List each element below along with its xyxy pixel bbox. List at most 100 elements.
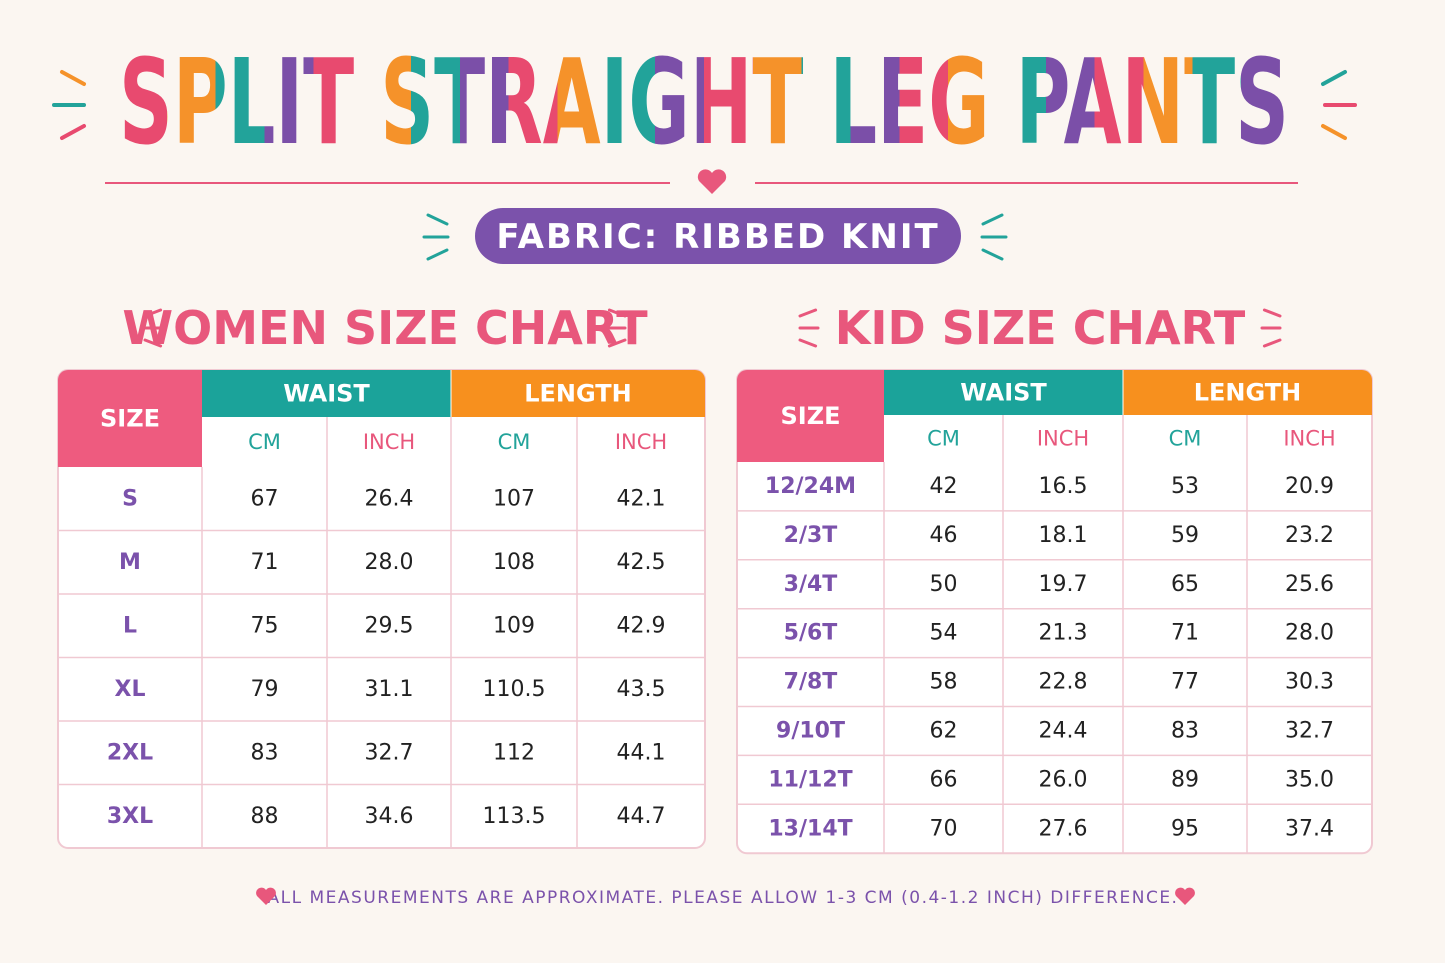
group-header: LENGTH (1194, 379, 1302, 407)
unit-header: CM (1169, 427, 1202, 451)
cell-value: 43.5 (617, 677, 666, 702)
cell-value: 32.7 (1285, 718, 1334, 743)
title-decor (143, 308, 163, 318)
cell-value: 108 (493, 550, 535, 575)
cell-value: 71 (251, 550, 279, 575)
cell-value: 42.9 (617, 613, 666, 638)
title-decor (1262, 338, 1282, 348)
cell-value: 75 (251, 613, 279, 638)
cell-value: 44.7 (617, 804, 666, 829)
cell-value: 50 (930, 572, 958, 597)
unit-header: INCH (615, 430, 667, 454)
cell-value: 113.5 (483, 804, 546, 829)
unit-header: INCH (363, 430, 415, 454)
heart (697, 169, 727, 194)
cell-value: 67 (251, 486, 279, 511)
cell-value: 32.7 (365, 740, 414, 765)
heart (256, 887, 276, 905)
cell-value: 26.4 (365, 486, 414, 511)
cell-value: 28.0 (365, 550, 414, 575)
cell-value: 65 (1171, 572, 1199, 597)
cell-value: 42.1 (617, 486, 666, 511)
cell-value: 42 (930, 474, 958, 499)
cell-value: 21.3 (1039, 621, 1088, 646)
size-label: 7/8T (784, 670, 838, 695)
title-decor (143, 338, 163, 348)
cell-value: 79 (251, 677, 279, 702)
cell-value: 46 (930, 523, 958, 548)
cell-value: 58 (930, 670, 958, 695)
cell-value: 27.6 (1039, 816, 1088, 841)
size-label: 13/14T (768, 816, 852, 841)
size-label: 3XL (107, 804, 153, 829)
cell-value: 109 (493, 613, 535, 638)
unit-header: INCH (1037, 427, 1089, 451)
cell-value: 24.4 (1039, 718, 1088, 743)
cell-value: 35.0 (1285, 767, 1334, 792)
size-label: 3/4T (784, 572, 838, 597)
unit-header: INCH (1283, 427, 1335, 451)
cell-value: 16.5 (1039, 474, 1088, 499)
unit-header: CM (498, 430, 531, 454)
unit-header: CM (248, 430, 281, 454)
pill-decor (422, 213, 1008, 261)
cell-value: 53 (1171, 474, 1199, 499)
cell-value: 95 (1171, 816, 1199, 841)
size-header-cell (58, 370, 202, 467)
length-header-cell (451, 370, 705, 417)
cell-value: 70 (930, 816, 958, 841)
cell-value: 71 (1171, 621, 1199, 646)
group-header: LENGTH (524, 380, 632, 408)
size-label: L (123, 613, 137, 638)
size-label: 2XL (107, 740, 153, 765)
title-decor (1262, 308, 1282, 318)
size-label: 12/24M (765, 474, 856, 499)
unit-header: CM (927, 427, 960, 451)
section-title: WOMEN SIZE CHART (122, 301, 648, 355)
size-label: M (119, 550, 141, 575)
size-label: S (122, 486, 138, 511)
size-header: SIZE (100, 405, 160, 433)
title-decor (798, 308, 818, 318)
cell-value: 66 (930, 767, 958, 792)
title-decor (607, 308, 627, 318)
cell-value: 88 (251, 804, 279, 829)
title-decor (52, 70, 1357, 140)
cell-value: 89 (1171, 767, 1199, 792)
size-label: 9/10T (776, 718, 845, 743)
cell-value: 112 (493, 740, 535, 765)
cell-value: 44.1 (617, 740, 666, 765)
waist-header-cell (202, 370, 451, 417)
size-header: SIZE (780, 402, 840, 430)
size-header-cell (737, 370, 884, 462)
size-label: 5/6T (784, 621, 838, 646)
cell-value: 31.1 (365, 677, 414, 702)
cell-value: 83 (251, 740, 279, 765)
footer-note: ALL MEASUREMENTS ARE APPROXIMATE. PLEASE… (268, 888, 1179, 908)
cell-value: 77 (1171, 670, 1199, 695)
cell-value: 23.2 (1285, 523, 1334, 548)
cell-value: 29.5 (365, 613, 414, 638)
title-decor (607, 338, 627, 348)
cell-value: 110.5 (483, 677, 546, 702)
cell-value: 22.8 (1039, 670, 1088, 695)
cell-value: 25.6 (1285, 572, 1334, 597)
section-title: KID SIZE CHART (835, 301, 1246, 355)
heart (1175, 887, 1195, 905)
fabric-pill (475, 208, 961, 264)
group-header: WAIST (283, 380, 370, 408)
cell-value: 59 (1171, 523, 1199, 548)
cell-value: 20.9 (1285, 474, 1334, 499)
title: SPLIT STRAIGHT LEG PANTS (119, 33, 1289, 171)
cell-value: 26.0 (1039, 767, 1088, 792)
size-label: XL (115, 677, 146, 702)
cell-value: 37.4 (1285, 816, 1334, 841)
waist-header-cell (884, 370, 1123, 415)
cell-value: 18.1 (1039, 523, 1088, 548)
length-header-cell (1123, 370, 1372, 415)
cell-value: 30.3 (1285, 670, 1334, 695)
cell-value: 54 (930, 621, 958, 646)
cell-value: 83 (1171, 718, 1199, 743)
title-decor (798, 338, 818, 348)
